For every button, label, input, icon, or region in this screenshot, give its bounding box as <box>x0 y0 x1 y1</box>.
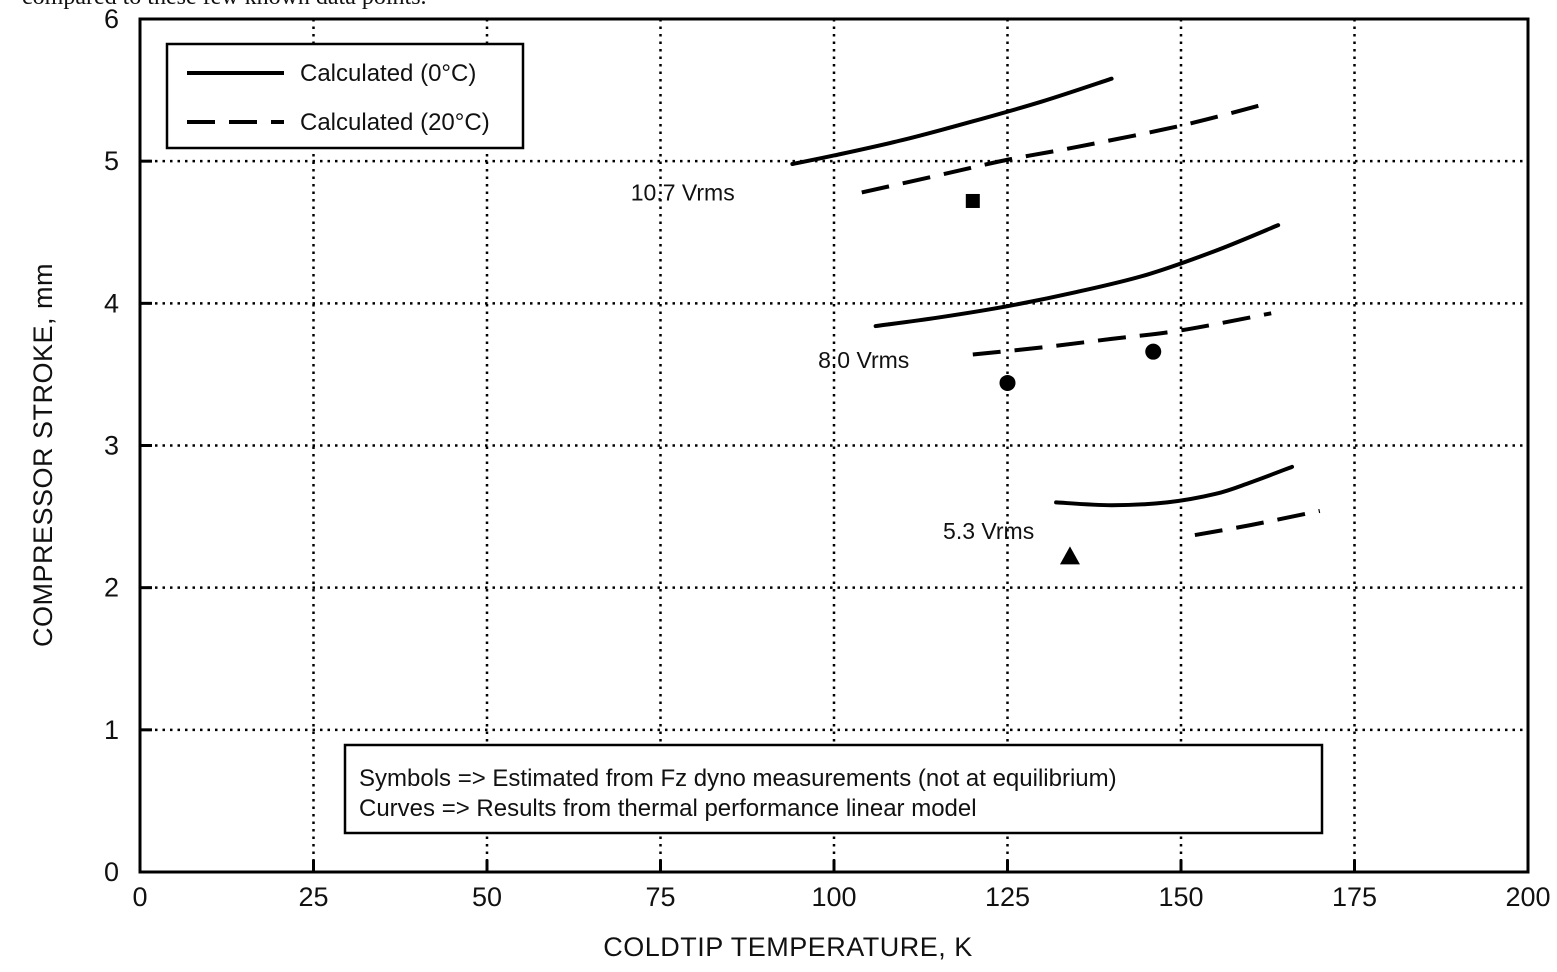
ticks: 0 25 50 75 100 125 150 175 200 0 1 2 3 4 5 6 <box>104 4 1551 912</box>
x-tick-label: 200 <box>1505 882 1550 912</box>
points-group <box>965 193 1162 565</box>
legend-box <box>165 42 525 150</box>
data-point-triangle <box>1059 546 1080 565</box>
x-tick-label: 25 <box>298 882 328 912</box>
legend-label-0: Calculated (0°C) <box>300 60 476 87</box>
series-line-107vrms-solid <box>790 76 1114 167</box>
x-tick-label: 75 <box>645 882 675 912</box>
series-line-80vrms-dashed <box>972 311 1272 357</box>
series-group <box>790 76 1321 538</box>
series-line-80vrms-solid <box>873 223 1281 329</box>
y-tick-label: 6 <box>104 4 119 34</box>
note-line-1: Symbols => Estimated from Fz dyno measur… <box>359 765 1117 792</box>
x-tick-label: 50 <box>472 882 502 912</box>
y-tick-label: 2 <box>104 573 119 603</box>
series-line-53vrms-solid <box>1054 464 1295 508</box>
y-tick-label: 4 <box>104 288 119 318</box>
series-line-53vrms-dashed <box>1194 508 1321 538</box>
y-tick-label: 0 <box>104 857 119 887</box>
series-line-107vrms-dashed <box>861 102 1265 195</box>
x-tick-label: 175 <box>1332 882 1377 912</box>
annotation-label: 8.0 Vrms <box>818 347 909 373</box>
x-tick-label: 100 <box>811 882 856 912</box>
data-point-circle <box>1145 343 1162 360</box>
y-tick-label: 5 <box>104 146 119 176</box>
grid <box>140 19 1528 872</box>
x-tick-label: 150 <box>1158 882 1203 912</box>
data-point-circle <box>999 374 1016 391</box>
note-line-2: Curves => Results from thermal performan… <box>359 795 977 822</box>
annotation-label: 5.3 Vrms <box>943 518 1034 544</box>
x-axis-title: COLDTIP TEMPERATURE, K <box>603 932 973 962</box>
data-point-square <box>965 193 980 208</box>
header-fragment: compared to these few known data points. <box>22 0 427 10</box>
annotations-group: 10.7 Vrms 8.0 Vrms 5.3 Vrms <box>631 179 1034 543</box>
x-tick-label: 0 <box>132 882 147 912</box>
legend: Calculated (0°C) Calculated (20°C) <box>165 42 525 150</box>
note-box-frame <box>343 743 1324 835</box>
y-tick-label: 1 <box>104 715 119 745</box>
annotation-label: 10.7 Vrms <box>631 179 735 205</box>
note-box: Symbols => Estimated from Fz dyno measur… <box>343 743 1324 835</box>
x-tick-label: 125 <box>985 882 1030 912</box>
y-axis-title: COMPRESSOR STROKE, mm <box>28 263 58 647</box>
legend-label-1: Calculated (20°C) <box>300 109 490 136</box>
y-tick-label: 3 <box>104 431 119 461</box>
